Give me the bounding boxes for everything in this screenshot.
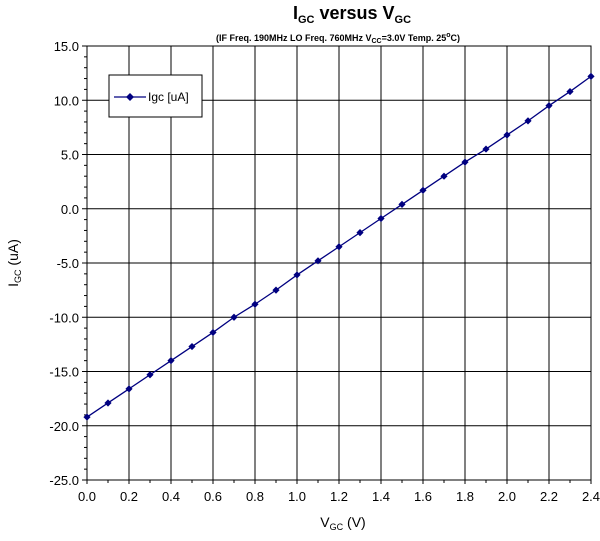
legend: Igc [uA]	[108, 74, 203, 118]
series-group	[83, 72, 595, 421]
data-point	[104, 399, 112, 407]
data-point	[503, 131, 511, 139]
y-tick-labels: 15.0 10.0 5.0 0.0 -5.0 -10.0 -15.0 -20.0 -25.0	[49, 39, 79, 488]
x-tick-label: 0.2	[120, 489, 138, 504]
data-point	[335, 243, 343, 251]
x-tick-label: 2.2	[540, 489, 558, 504]
chart-title: IGC versus VGC	[293, 3, 411, 26]
data-point	[398, 200, 406, 209]
y-tick-label: 10.0	[54, 93, 79, 108]
x-tick-label: 1.6	[414, 489, 432, 504]
y-tick-label: 0.0	[61, 202, 79, 217]
x-tick-label: 1.8	[456, 489, 474, 504]
data-point	[587, 72, 595, 80]
legend-box	[108, 74, 203, 118]
grid	[82, 45, 592, 484]
data-point	[293, 271, 301, 279]
x-tick-label: 0.4	[162, 489, 180, 504]
x-tick-label: 2.4	[582, 489, 600, 504]
x-tick-label: 1.4	[372, 489, 390, 504]
legend-marker-diamond-icon	[126, 93, 134, 101]
y-tick-label: -10.0	[49, 310, 79, 325]
data-point	[461, 158, 469, 166]
data-point	[251, 300, 259, 308]
minor-ticks	[84, 56, 571, 483]
data-point	[125, 385, 133, 393]
data-point	[230, 313, 238, 321]
y-tick-label: -5.0	[57, 256, 79, 271]
data-point	[524, 117, 532, 125]
x-tick-label: 1.0	[288, 489, 306, 504]
data-point	[356, 229, 364, 237]
y-tick-label: -20.0	[49, 419, 79, 434]
data-point	[209, 328, 217, 337]
data-point	[146, 371, 154, 379]
x-tick-label: 0.6	[204, 489, 222, 504]
data-point	[482, 145, 490, 153]
y-tick-label: 5.0	[61, 148, 79, 163]
chart-subtitle: (IF Freq. 190MHz LO Freq. 760MHz VCC=3.0…	[216, 32, 460, 45]
data-point	[419, 186, 427, 194]
x-tick-labels: 0.0 0.2 0.4 0.6 0.8 1.0 1.2 1.4 1.6 1.8 2.0 2.2 2.4	[78, 489, 600, 504]
data-point	[377, 214, 385, 223]
x-axis-label: VGC (V)	[320, 514, 365, 532]
data-point	[272, 286, 280, 294]
data-point	[314, 257, 322, 265]
x-tick-label: 0.8	[246, 489, 264, 504]
data-point	[83, 413, 91, 421]
data-point	[440, 172, 448, 180]
x-tick-label: 2.0	[498, 489, 516, 504]
y-tick-label: 15.0	[54, 39, 79, 54]
y-tick-label: -15.0	[49, 365, 79, 380]
legend-label: Igc [uA]	[148, 90, 189, 104]
x-tick-label: 0.0	[78, 489, 96, 504]
data-point	[188, 342, 196, 351]
data-point	[566, 87, 574, 96]
y-tick-label: -25.0	[49, 473, 79, 488]
data-point	[545, 102, 553, 110]
y-axis-label: IGC (uA)	[5, 239, 23, 287]
x-tick-label: 1.2	[330, 489, 348, 504]
data-point	[167, 357, 175, 365]
